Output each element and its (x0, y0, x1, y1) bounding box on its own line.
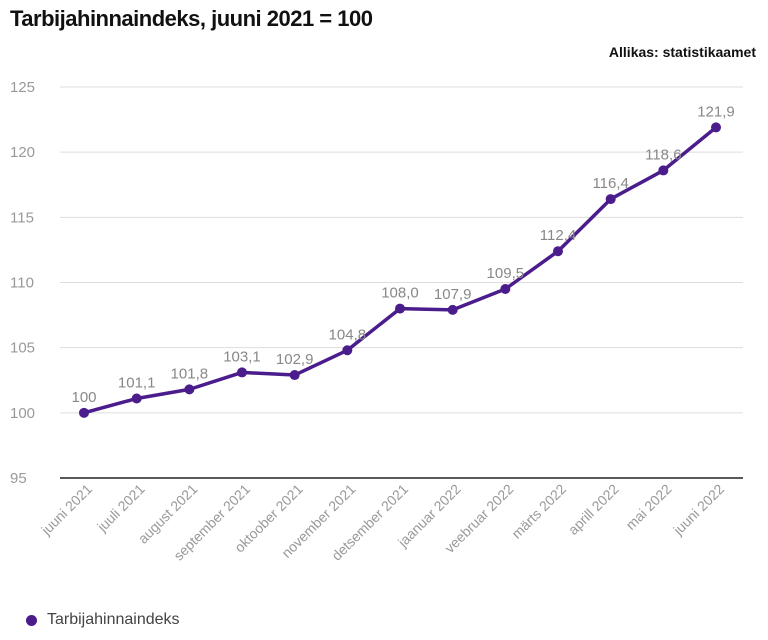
data-point (500, 284, 511, 295)
x-tick-label: aprill 2022 (565, 481, 622, 538)
y-tick-label: 100 (10, 405, 35, 422)
data-point (658, 165, 669, 176)
x-tick-label: juuli 2021 (93, 481, 148, 536)
x-tick-label: juuni 2022 (669, 481, 727, 539)
y-tick-label: 115 (10, 209, 34, 226)
legend: Tarbijahinnaindeks (26, 611, 180, 629)
data-point (79, 407, 89, 418)
y-tick-label: 110 (10, 275, 34, 292)
data-label: 101,1 (118, 374, 156, 391)
x-tick-label: mai 2022 (622, 481, 674, 533)
data-point (342, 345, 353, 356)
data-point (237, 367, 247, 378)
data-label: 108,0 (381, 285, 419, 302)
data-point (131, 393, 142, 404)
data-label: 118,6 (645, 146, 681, 163)
y-tick-label: 125 (10, 79, 35, 96)
data-label: 102,9 (276, 351, 314, 368)
y-tick-label: 95 (10, 470, 27, 487)
x-tick-label: juuni 2021 (37, 481, 95, 539)
data-point (447, 304, 458, 315)
x-tick-label: märts 2022 (508, 481, 569, 542)
data-label: 121,9 (697, 103, 735, 120)
source-note: Allikas: statistikaamet (608, 44, 756, 60)
legend-marker (26, 614, 37, 626)
data-label: 116,4 (592, 175, 628, 192)
data-point (395, 303, 405, 314)
data-label: 107,9 (434, 286, 472, 303)
data-point (553, 246, 563, 257)
data-point (711, 122, 721, 133)
data-label: 109,5 (487, 265, 525, 282)
data-point (289, 370, 300, 381)
data-point (605, 194, 616, 205)
data-label: 101,8 (171, 365, 209, 382)
data-label: 104,8 (329, 326, 367, 343)
legend-label: Tarbijahinnaindeks (47, 611, 180, 628)
y-tick-label: 120 (10, 144, 35, 161)
data-label: 100 (71, 389, 96, 406)
data-label: 103,1 (223, 348, 261, 365)
chart-title: Tarbijahinnaindeks, juuni 2021 = 100 (10, 6, 373, 31)
data-point (184, 384, 195, 395)
y-tick-label: 105 (10, 340, 35, 357)
data-label: 112,4 (540, 227, 576, 244)
